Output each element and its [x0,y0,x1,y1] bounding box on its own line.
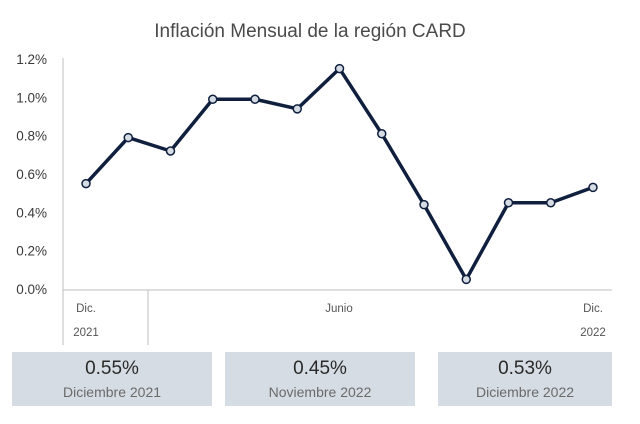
data-point [123,132,133,143]
card-value: 0.53% [498,358,552,379]
data-point [588,182,598,193]
card-label: Diciembre 2022 [475,384,575,400]
x-label-mid-month: Junio [325,303,353,315]
inflation-series [81,63,598,285]
y-tick-label: 0.8% [16,129,47,144]
y-tick-label: 0.2% [16,244,47,259]
y-tick-label: 1.0% [16,90,47,105]
card-label: Noviembre 2022 [268,384,372,400]
x-label-end-year: 2022 [580,327,606,339]
card-value: 0.55% [85,358,139,379]
summary-card-2: 0.45% Noviembre 2022 [225,352,415,406]
card-value: 0.45% [293,358,347,379]
summary-card-1: 0.55% Diciembre 2021 [12,352,212,406]
card-label: Diciembre 2021 [62,384,162,400]
data-point [165,146,176,156]
x-label-start-year: 2021 [73,327,99,339]
line-chart: Inflación Mensual de la región CARD 0.0%… [16,21,612,345]
data-point [461,274,471,285]
summary-card-3: 0.53% Diciembre 2022 [438,352,612,406]
data-point [546,198,556,208]
x-label-start-month: Dic. [76,303,96,315]
data-point [503,198,514,208]
data-point [292,104,302,114]
y-tick-label: 1.2% [16,52,47,67]
y-tick-label: 0.6% [16,167,47,182]
data-point [334,63,345,74]
y-tick-label: 0.0% [16,282,47,297]
y-tick-label: 0.4% [16,205,47,220]
series-line [84,66,594,282]
data-point [377,129,387,139]
data-point [419,199,429,210]
x-label-end-month: Dic. [583,303,603,315]
chart-title: Inflación Mensual de la región CARD [154,21,466,42]
data-point [208,94,218,104]
data-point [81,178,91,189]
data-point [250,94,260,104]
y-tick-labels: 0.0% 0.2% 0.4% 0.6% 0.8% 1.0% 1.2% [16,52,47,297]
